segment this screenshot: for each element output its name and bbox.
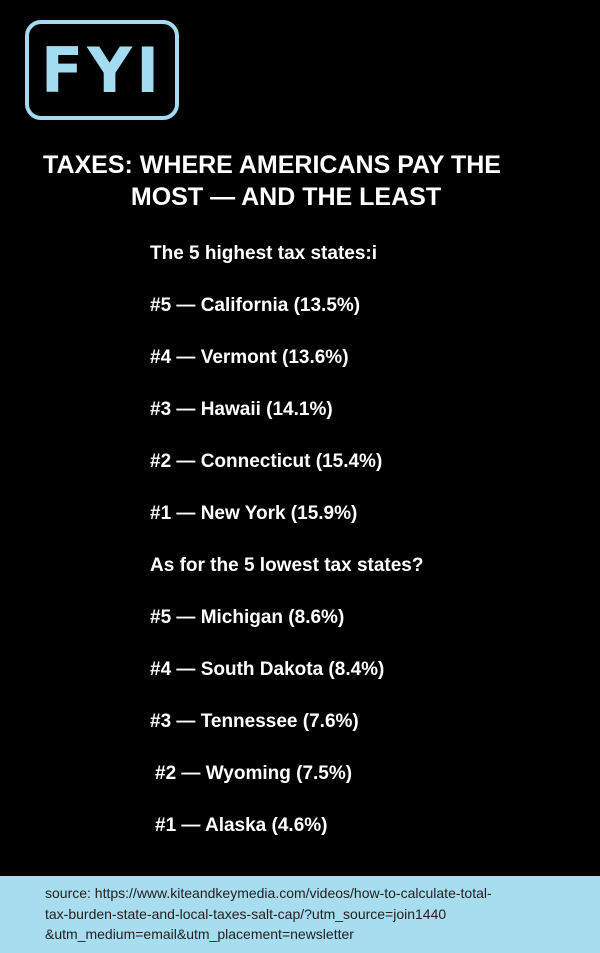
list-item: #4 — Vermont (13.6%): [150, 347, 349, 368]
section-heading: As for the 5 lowest tax states?: [150, 555, 424, 576]
title-line: MOST — AND THE LEAST: [130, 183, 442, 211]
title-line: TAXES: WHERE AMERICANS PAY THE: [43, 151, 501, 179]
source-line: source: https://www.kiteandkeymedia.com/…: [45, 885, 492, 901]
list-item: #2 — Wyoming (7.5%): [155, 763, 353, 784]
list-item: #4 — South Dakota (8.4%): [150, 659, 385, 680]
list-item: #3 — Hawaii (14.1%): [150, 399, 333, 420]
source-band: [0, 876, 600, 953]
list-item: #5 — Michigan (8.6%): [150, 607, 345, 628]
logo: FYI: [25, 20, 179, 120]
source-line: tax-burden-state-and-local-taxes-salt-ca…: [45, 905, 447, 922]
list-item: #1 — New York (15.9%): [150, 503, 358, 524]
list-item: #3 — Tennessee (7.6%): [150, 711, 359, 732]
list-item: #5 — California (13.5%): [150, 295, 361, 316]
section-heading: The 5 highest tax states:i: [150, 243, 378, 264]
source-line: &utm_medium=email&utm_placement=newslett…: [45, 926, 354, 942]
list-item: #2 — Connecticut (15.4%): [150, 451, 383, 472]
list-item: #1 — Alaska (4.6%): [155, 815, 328, 836]
